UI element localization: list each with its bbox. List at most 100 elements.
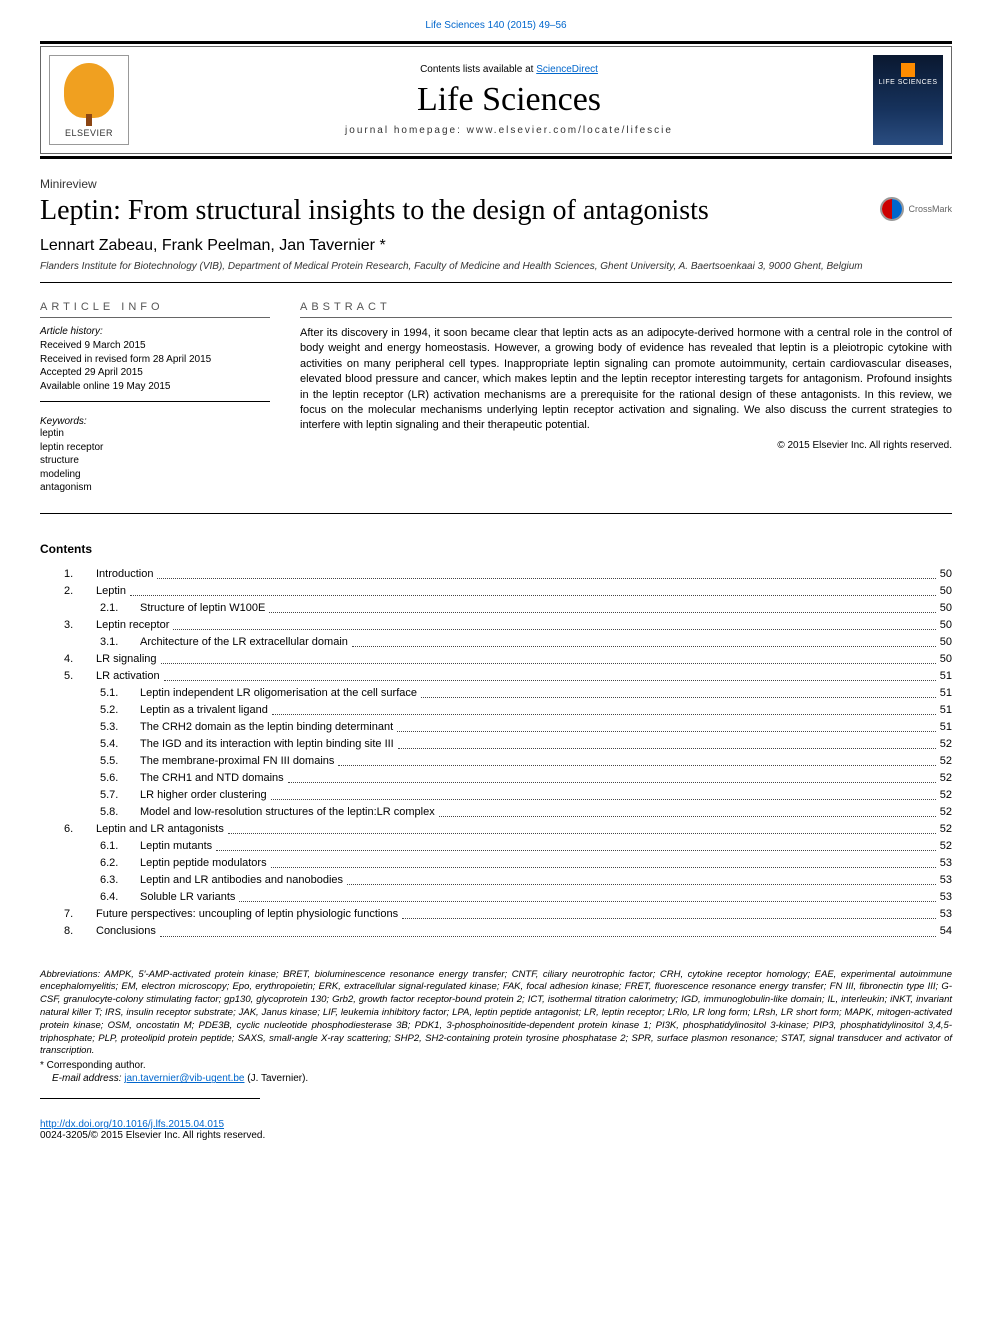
history-label: Article history:: [40, 326, 270, 337]
toc-leader-dots: [160, 923, 936, 936]
toc-entry: 2.Leptin 50: [64, 583, 952, 600]
keyword: leptin receptor: [40, 441, 270, 455]
abstract-text: After its discovery in 1994, it soon bec…: [300, 326, 952, 434]
elsevier-logo: ELSEVIER: [49, 55, 129, 145]
toc-leader-dots: [347, 872, 936, 885]
cover-thumbnail: LIFE SCIENCES: [873, 55, 943, 145]
article-info-column: ARTICLE INFO Article history: Received 9…: [40, 301, 270, 495]
crossmark-icon: [880, 197, 904, 221]
author-list: Lennart Zabeau, Frank Peelman, Jan Taver…: [40, 237, 379, 254]
toc-entry: 4.LR signaling50: [64, 651, 952, 668]
article-title: Leptin: From structural insights to the …: [40, 195, 709, 227]
toc-leader-dots: [397, 719, 936, 732]
footer: http://dx.doi.org/10.1016/j.lfs.2015.04.…: [40, 1119, 952, 1141]
toc-page: 52: [940, 787, 952, 804]
toc-leader-dots: [352, 634, 936, 647]
toc-title: Introduction: [96, 566, 153, 583]
toc-title: Leptin: [96, 583, 126, 600]
toc-title: LR higher order clustering: [140, 787, 267, 804]
toc-leader-dots: [228, 821, 936, 834]
corr-marker: *: [379, 237, 385, 254]
abbrev-text: AMPK, 5′-AMP-activated protein kinase; B…: [40, 969, 952, 1057]
doi-link[interactable]: http://dx.doi.org/10.1016/j.lfs.2015.04.…: [40, 1119, 224, 1130]
toc-entry: 5.3.The CRH2 domain as the leptin bindin…: [100, 719, 952, 736]
email-link[interactable]: jan.tavernier@vib-ugent.be: [124, 1073, 244, 1084]
toc-title: LR signaling: [96, 651, 157, 668]
affiliation: Flanders Institute for Biotechnology (VI…: [40, 261, 952, 272]
toc-number: 2.1.: [100, 600, 140, 617]
sciencedirect-link[interactable]: ScienceDirect: [536, 64, 598, 75]
toc-entry: 5.6.The CRH1 and NTD domains52: [100, 770, 952, 787]
toc-title: Leptin as a trivalent ligand: [140, 702, 268, 719]
toc-number: 3.1.: [100, 634, 140, 651]
abstract-copyright: © 2015 Elsevier Inc. All rights reserved…: [300, 440, 952, 451]
authors: Lennart Zabeau, Frank Peelman, Jan Taver…: [40, 237, 952, 255]
info-divider: [40, 401, 270, 402]
toc-entry: 5.5.The membrane-proximal FN III domains…: [100, 753, 952, 770]
corresponding-note: * Corresponding author.: [40, 1060, 952, 1071]
corr-text: Corresponding author.: [47, 1060, 146, 1071]
toc-title: The membrane-proximal FN III domains: [140, 753, 334, 770]
article-type: Minireview: [40, 177, 952, 191]
toc-title: Leptin receptor: [96, 617, 169, 634]
abbrev-lead: Abbreviations:: [40, 969, 104, 980]
cover-label: LIFE SCIENCES: [878, 79, 937, 86]
toc-number: 6.3.: [100, 872, 140, 889]
toc-entry: 6.Leptin and LR antagonists52: [64, 821, 952, 838]
toc-number: 5.4.: [100, 736, 140, 753]
toc-page: 52: [940, 770, 952, 787]
toc-entry: 5.4.The IGD and its interaction with lep…: [100, 736, 952, 753]
homepage-prefix: journal homepage:: [345, 125, 467, 136]
citation-line: Life Sciences 140 (2015) 49–56: [40, 20, 952, 31]
issn-copyright: 0024-3205/© 2015 Elsevier Inc. All right…: [40, 1130, 952, 1141]
toc-number: 5.2.: [100, 702, 140, 719]
toc-entry: 8.Conclusions54: [64, 923, 952, 940]
toc-page: 50: [940, 583, 952, 600]
abbreviations-block: Abbreviations: AMPK, 5′-AMP-activated pr…: [40, 969, 952, 1059]
toc-page: 51: [940, 685, 952, 702]
toc-entry: 5.7.LR higher order clustering 52: [100, 787, 952, 804]
toc-page: 52: [940, 753, 952, 770]
toc-leader-dots: [164, 668, 936, 681]
toc-title: Leptin and LR antibodies and nanobodies: [140, 872, 343, 889]
toc-leader-dots: [271, 787, 936, 800]
received-date: Received 9 March 2015: [40, 339, 270, 353]
toc-number: 6.4.: [100, 889, 140, 906]
top-rule: [40, 41, 952, 44]
toc-number: 4.: [64, 651, 96, 668]
toc-title: Conclusions: [96, 923, 156, 940]
toc-entry: 3.1.Architecture of the LR extracellular…: [100, 634, 952, 651]
toc-leader-dots: [398, 736, 936, 749]
toc-number: 5.7.: [100, 787, 140, 804]
keyword: antagonism: [40, 481, 270, 495]
article-info-heading: ARTICLE INFO: [40, 301, 270, 318]
keyword: structure: [40, 454, 270, 468]
toc-title: Structure of leptin W100E: [140, 600, 265, 617]
crossmark-label: CrossMark: [908, 204, 952, 214]
toc-leader-dots: [161, 651, 936, 664]
toc-title: The IGD and its interaction with leptin …: [140, 736, 394, 753]
toc-entry: 3.Leptin receptor50: [64, 617, 952, 634]
toc-entry: 5.2.Leptin as a trivalent ligand51: [100, 702, 952, 719]
crossmark-badge[interactable]: CrossMark: [880, 197, 952, 221]
email-line: E-mail address: jan.tavernier@vib-ugent.…: [52, 1073, 952, 1084]
toc-number: 7.: [64, 906, 96, 923]
journal-title: Life Sciences: [145, 81, 873, 119]
toc-leader-dots: [421, 685, 936, 698]
toc-leader-dots: [239, 889, 935, 902]
toc-number: 5.5.: [100, 753, 140, 770]
toc-leader-dots: [271, 855, 936, 868]
toc-entry: 6.4.Soluble LR variants53: [100, 889, 952, 906]
toc-page: 50: [940, 566, 952, 583]
toc-number: 2.: [64, 583, 96, 600]
toc-page: 52: [940, 736, 952, 753]
toc-leader-dots: [338, 753, 935, 766]
toc-page: 51: [940, 668, 952, 685]
toc-entry: 5.LR activation51: [64, 668, 952, 685]
toc-title: Future perspectives: uncoupling of lepti…: [96, 906, 398, 923]
toc-entry: 6.2.Leptin peptide modulators53: [100, 855, 952, 872]
toc-page: 52: [940, 804, 952, 821]
toc-page: 50: [940, 634, 952, 651]
toc-number: 6.2.: [100, 855, 140, 872]
toc-leader-dots: [130, 583, 936, 596]
